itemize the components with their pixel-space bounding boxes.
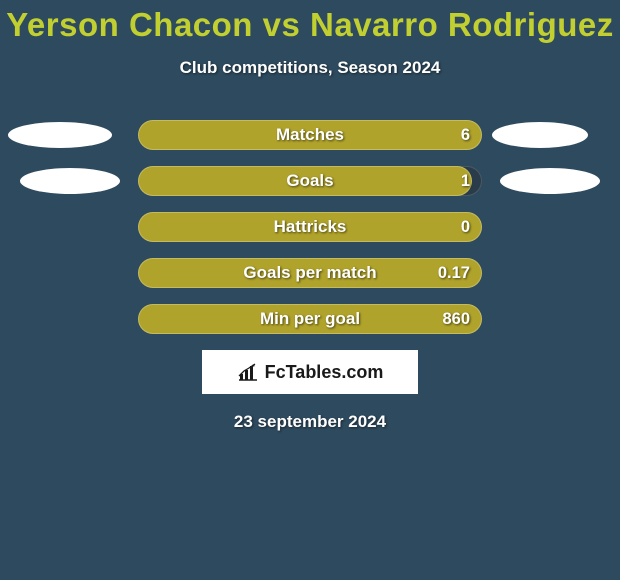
stat-row: Hattricks0 <box>0 212 620 242</box>
bar-chart-icon <box>237 362 259 382</box>
page-title: Yerson Chacon vs Navarro Rodriguez <box>0 6 620 44</box>
decorative-ellipse <box>20 168 120 194</box>
stats-block: Matches6 Goals1 Hattricks0 Goals per match0… <box>0 120 620 334</box>
comparison-card: Yerson Chacon vs Navarro Rodriguez Club … <box>0 0 620 580</box>
source-badge: FcTables.com <box>202 350 418 394</box>
date-text: 23 september 2024 <box>0 412 620 432</box>
stat-row: Goals1 <box>0 166 620 196</box>
badge-brand: FcTables.com <box>265 362 384 383</box>
decorative-ellipse <box>500 168 600 194</box>
stat-value: 860 <box>138 304 474 334</box>
stat-value: 6 <box>138 120 474 150</box>
stat-row: Min per goal860 <box>0 304 620 334</box>
stat-row: Matches6 <box>0 120 620 150</box>
stat-value: 0 <box>138 212 474 242</box>
subtitle: Club competitions, Season 2024 <box>0 58 620 78</box>
decorative-ellipse <box>8 122 112 148</box>
stat-row: Goals per match0.17 <box>0 258 620 288</box>
decorative-ellipse <box>492 122 588 148</box>
stat-value: 1 <box>138 166 474 196</box>
stat-value: 0.17 <box>138 258 474 288</box>
